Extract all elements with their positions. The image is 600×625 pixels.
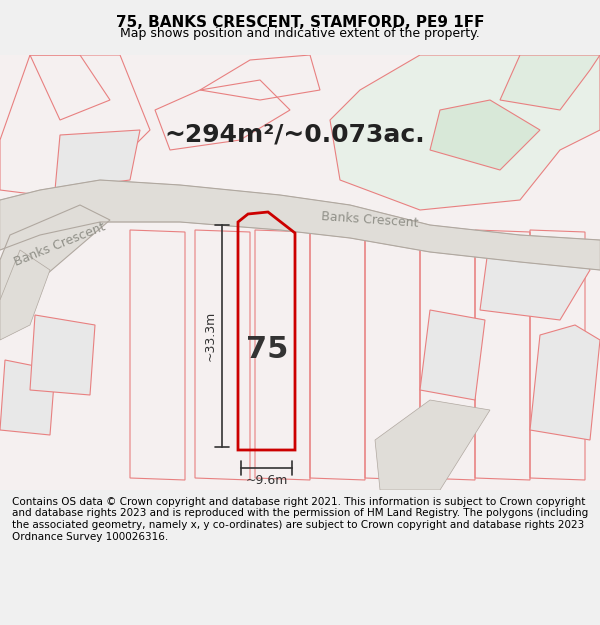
Text: ~294m²/~0.073ac.: ~294m²/~0.073ac.: [164, 123, 425, 147]
Polygon shape: [0, 250, 50, 340]
Polygon shape: [30, 315, 95, 395]
Polygon shape: [480, 235, 590, 320]
Polygon shape: [0, 205, 110, 300]
Text: 75: 75: [246, 336, 288, 364]
Polygon shape: [0, 180, 600, 270]
Text: ~9.6m: ~9.6m: [245, 474, 287, 486]
Text: 75, BANKS CRESCENT, STAMFORD, PE9 1FF: 75, BANKS CRESCENT, STAMFORD, PE9 1FF: [116, 16, 484, 31]
Polygon shape: [430, 100, 540, 170]
Text: ~33.3m: ~33.3m: [203, 311, 217, 361]
Text: Contains OS data © Crown copyright and database right 2021. This information is : Contains OS data © Crown copyright and d…: [12, 497, 588, 541]
Polygon shape: [530, 325, 600, 440]
Polygon shape: [375, 400, 490, 490]
Polygon shape: [55, 130, 140, 190]
Text: Banks Crescent: Banks Crescent: [13, 221, 107, 269]
Text: Banks Crescent: Banks Crescent: [321, 210, 419, 230]
Text: Map shows position and indicative extent of the property.: Map shows position and indicative extent…: [120, 27, 480, 39]
Polygon shape: [500, 55, 600, 110]
Polygon shape: [0, 360, 55, 435]
Polygon shape: [330, 55, 600, 210]
Polygon shape: [420, 310, 485, 400]
